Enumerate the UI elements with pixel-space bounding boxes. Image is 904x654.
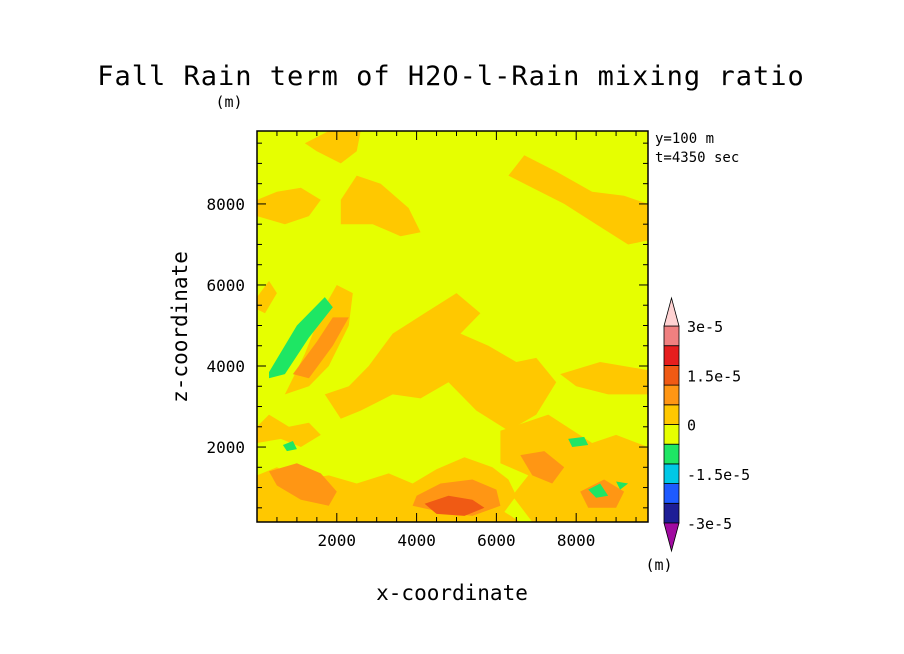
contour-region-7 — [340, 175, 421, 237]
y-axis-label: z-coordinate — [168, 251, 192, 403]
colorbar-level-8 — [663, 364, 680, 386]
contour-region-18 — [282, 441, 297, 452]
colorbar: 3e-5 1.5e-5 0 -1.5e-5 -3e-5 — [663, 296, 750, 553]
contour-region-16 — [424, 495, 485, 516]
y-tick-label: 6000 — [206, 276, 245, 295]
contour-region-6 — [257, 187, 321, 225]
chart-title: Fall Rain term of H2O-l-Rain mixing rati… — [97, 61, 804, 92]
contour-region-17 — [269, 297, 333, 379]
x-tick-label: 6000 — [477, 531, 516, 550]
colorbar-unit: (m) — [645, 556, 672, 574]
colorbar-level-9 — [663, 345, 680, 366]
contour-field — [257, 131, 648, 522]
contour-region-20 — [588, 483, 609, 498]
colorbar-level-1 — [663, 502, 680, 524]
x-tick-label: 2000 — [318, 531, 357, 550]
colorbar-level-10 — [663, 325, 680, 347]
contour-region-19 — [568, 436, 589, 447]
colorbar-label: 0 — [687, 417, 696, 435]
contour-region-9 — [560, 362, 648, 395]
contour-region-1 — [257, 414, 321, 447]
colorbar-level-2 — [663, 483, 680, 504]
colorbar-bottom-arrow — [663, 522, 680, 553]
annotation-t: t=4350 sec — [655, 150, 739, 166]
contour-region-15 — [292, 317, 349, 379]
colorbar-level-4 — [663, 443, 680, 465]
plot-axes: 2000 4000 6000 8000 2000 4000 6000 8000 — [206, 130, 649, 550]
colorbar-level-5 — [663, 424, 680, 445]
colorbar-top-arrow — [663, 296, 680, 327]
y-tick-label: 4000 — [206, 357, 245, 376]
contour-region-13 — [520, 451, 565, 484]
contour-region-11 — [269, 463, 337, 506]
colorbar-label: 1.5e-5 — [687, 367, 741, 385]
annotation-y: y=100 m — [655, 131, 714, 147]
colorbar-label: -3e-5 — [687, 515, 732, 533]
contour-region-5 — [304, 131, 361, 164]
chart-subtitle: (m) — [215, 93, 242, 111]
y-tick-label: 8000 — [206, 195, 245, 214]
x-axis-label: x-coordinate — [376, 581, 528, 605]
y-tick-label: 2000 — [206, 438, 245, 457]
plot-frame — [256, 130, 649, 523]
contour-region-21 — [616, 481, 629, 490]
contour-region-8 — [508, 155, 648, 245]
x-tick-label: 4000 — [397, 531, 436, 550]
x-tick-label: 8000 — [557, 531, 596, 550]
colorbar-label: 3e-5 — [687, 318, 723, 336]
colorbar-level-6 — [663, 404, 680, 425]
colorbar-level-3 — [663, 463, 680, 484]
colorbar-label: -1.5e-5 — [687, 466, 750, 484]
colorbar-level-7 — [663, 384, 680, 406]
contour-region-3 — [324, 293, 557, 431]
